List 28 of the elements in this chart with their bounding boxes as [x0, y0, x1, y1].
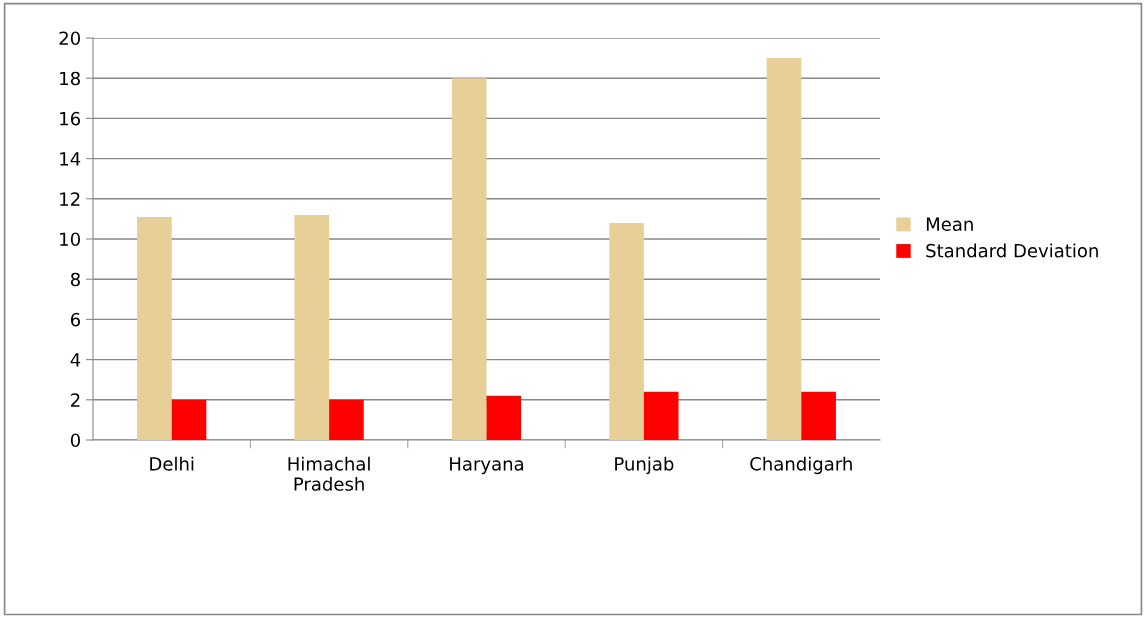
x-tick-label: Punjab [615, 456, 674, 475]
y-tick-label: 12 [60, 192, 80, 206]
bar [137, 216, 172, 440]
y-tick-label: 4 [70, 353, 81, 367]
bar [801, 391, 836, 440]
y-tick-label: 14 [60, 152, 81, 166]
y-tick-label: 10 [60, 232, 80, 247]
bar [643, 391, 679, 440]
y-tick-label: 16 [60, 111, 81, 126]
y-tick-label: 2 [71, 393, 80, 407]
x-tick-label: Delhi [150, 456, 194, 471]
y-tick-label: 0 [70, 433, 80, 448]
y-tick-label: 20 [59, 31, 80, 46]
x-tick-label: Himachal Pradesh [288, 456, 370, 491]
y-tick-label: 18 [60, 71, 80, 86]
legend-label: Standard Deviation [926, 243, 1098, 258]
bar [294, 214, 330, 440]
y-tick-label: 8 [70, 272, 80, 287]
x-tick-label: Chandigarh [750, 456, 852, 475]
bar [171, 399, 207, 440]
bar [766, 58, 802, 440]
bar [329, 399, 364, 440]
legend-label: Mean [926, 217, 973, 231]
y-tick-label: 6 [70, 312, 81, 327]
bar [451, 78, 487, 440]
bar [486, 395, 522, 440]
bar [609, 222, 644, 440]
x-tick-label: Haryana [450, 457, 524, 475]
